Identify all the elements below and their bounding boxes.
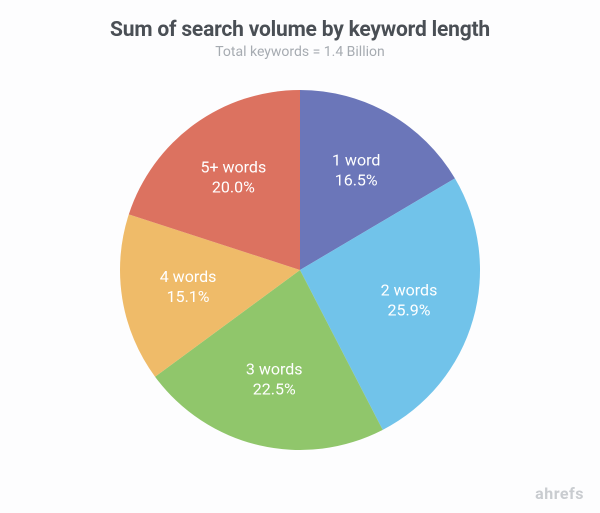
pie-chart: 1 word16.5% 2 words25.9% 3 words22.5% 4 wor… bbox=[0, 70, 600, 465]
slice-value: 22.5% bbox=[253, 379, 296, 398]
slice-value: 16.5% bbox=[335, 170, 378, 189]
slice-value: 25.9% bbox=[388, 300, 431, 319]
slice-label: 4 words bbox=[160, 267, 217, 286]
slice-label: 3 words bbox=[246, 359, 303, 378]
slice-value: 15.1% bbox=[167, 287, 210, 306]
chart-subtitle: Total keywords = 1.4 Billion bbox=[0, 44, 600, 60]
chart-container: Sum of search volume by keyword length T… bbox=[0, 0, 600, 513]
slice-label: 5+ words bbox=[200, 157, 266, 176]
chart-title: Sum of search volume by keyword length bbox=[0, 18, 600, 42]
watermark-logo: ahrefs bbox=[535, 484, 584, 503]
slice-value: 20.0% bbox=[212, 177, 255, 196]
slice-label: 1 word bbox=[332, 150, 380, 169]
slice-label: 2 words bbox=[381, 280, 438, 299]
